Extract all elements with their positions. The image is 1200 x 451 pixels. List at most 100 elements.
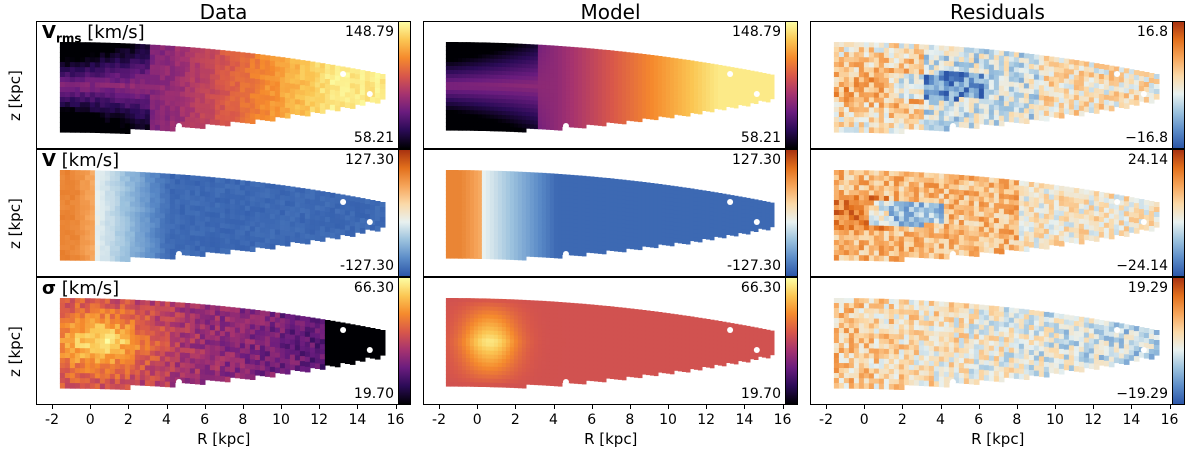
map-image <box>445 298 775 389</box>
colorbar <box>1172 278 1184 404</box>
x-tick-label: 10 <box>659 412 677 428</box>
x-tick-label: 0 <box>859 412 869 428</box>
x-tick-label: 0 <box>85 412 95 428</box>
map-image <box>59 298 386 390</box>
quantity-symbol: V <box>42 150 56 171</box>
x-tick-label: 14 <box>348 412 367 428</box>
map-image <box>59 170 386 262</box>
x-tick-mark <box>1131 404 1133 409</box>
x-tick-label: 2 <box>897 412 907 428</box>
map-image <box>445 42 775 133</box>
x-tick-mark <box>52 404 53 409</box>
map-panel-v-residuals: 24.14 −24.14 <box>810 149 1185 277</box>
x-tick-mark <box>782 404 784 409</box>
x-tick-label: 4 <box>549 412 558 428</box>
x-tick-label: -2 <box>819 412 833 428</box>
y-axis-label: z [kpc] <box>6 70 24 121</box>
colorbar <box>1172 150 1184 276</box>
x-tick-mark <box>706 404 708 409</box>
x-tick-mark <box>744 404 746 409</box>
colorbar-max-label: 127.30 <box>345 152 394 168</box>
x-tick-mark <box>978 404 980 409</box>
colorbar-max-label: 24.14 <box>1127 152 1168 168</box>
map-panel-sigma-model: 66.30 19.70 <box>423 277 798 405</box>
map-panel-vrms-data: Vrms [km/s] 148.79 58.21 <box>36 21 411 149</box>
colorbar <box>398 22 410 148</box>
x-tick-mark <box>90 404 92 409</box>
y-axis-label: z [kpc] <box>6 198 24 249</box>
x-tick-label: 10 <box>1046 412 1064 428</box>
map-panel-vrms-model: 148.79 58.21 <box>423 21 798 149</box>
quantity-symbol: V <box>42 22 56 43</box>
x-axis-label: R [kpc] <box>584 430 638 448</box>
x-tick-label: 2 <box>123 412 133 428</box>
colorbar-min-label: 58.21 <box>740 130 781 146</box>
quantity-symbol: σ <box>42 278 57 299</box>
map-image <box>833 170 1160 262</box>
x-tick-label: 12 <box>310 412 329 428</box>
x-tick-mark <box>515 404 517 409</box>
x-tick-mark <box>553 404 555 409</box>
colorbar-min-label: −16.8 <box>1125 130 1168 146</box>
x-tick-mark <box>242 404 244 409</box>
colorbar-max-label: 66.30 <box>353 280 394 296</box>
map-panel-v-model: 127.30 -127.30 <box>423 149 798 277</box>
x-axis-label: R [kpc] <box>197 430 251 448</box>
x-tick-mark <box>629 404 631 409</box>
x-tick-label: 10 <box>272 412 290 428</box>
colorbar-max-label: 16.8 <box>1136 24 1168 40</box>
y-axis-label: z [kpc] <box>6 326 24 377</box>
x-tick-label: 14 <box>1122 412 1141 428</box>
x-tick-label: 4 <box>936 412 945 428</box>
map-image <box>445 170 775 261</box>
x-tick-label: 12 <box>697 412 716 428</box>
x-tick-mark <box>826 404 827 409</box>
colorbar <box>785 150 797 276</box>
x-tick-mark <box>940 404 942 409</box>
colorbar-max-label: 19.29 <box>1127 280 1168 296</box>
x-tick-mark <box>1169 404 1171 409</box>
x-tick-label: 2 <box>510 412 520 428</box>
map-panel-v-data: V [km/s] 127.30 -127.30 <box>36 149 411 277</box>
colorbar-min-label: -127.30 <box>726 258 781 274</box>
colorbar-max-label: 127.30 <box>732 152 781 168</box>
x-tick-mark <box>1055 404 1057 409</box>
colorbar-min-label: 19.70 <box>740 386 781 402</box>
x-tick-label: 8 <box>238 412 248 428</box>
quantity-label: V [km/s] <box>42 150 119 171</box>
quantity-unit: [km/s] <box>56 278 120 299</box>
x-axis-label: R [kpc] <box>971 430 1025 448</box>
colorbar-min-label: -127.30 <box>339 258 394 274</box>
x-tick-label: 0 <box>472 412 482 428</box>
x-tick-mark <box>166 404 168 409</box>
colorbar-min-label: −24.14 <box>1116 258 1168 274</box>
map-image <box>833 298 1160 390</box>
x-tick-label: 6 <box>974 412 984 428</box>
x-tick-mark <box>128 404 130 409</box>
x-tick-label: 4 <box>162 412 171 428</box>
x-tick-mark <box>204 404 206 409</box>
quantity-unit: [km/s] <box>81 22 145 43</box>
colorbar-max-label: 148.79 <box>732 24 781 40</box>
x-tick-mark <box>1016 404 1018 409</box>
x-tick-label: 14 <box>735 412 754 428</box>
x-tick-mark <box>668 404 670 409</box>
x-tick-label: 16 <box>773 412 792 428</box>
colorbar-min-label: −19.29 <box>1116 386 1168 402</box>
colorbar <box>398 150 410 276</box>
quantity-label: Vrms [km/s] <box>42 22 145 46</box>
x-tick-mark <box>591 404 593 409</box>
x-tick-label: 16 <box>1160 412 1179 428</box>
colorbar <box>1172 22 1184 148</box>
x-tick-mark <box>902 404 904 409</box>
x-tick-label: 6 <box>200 412 210 428</box>
x-tick-mark <box>281 404 283 409</box>
map-panel-sigma-data: σ [km/s] 66.30 19.70 <box>36 277 411 405</box>
x-tick-label: 12 <box>1084 412 1103 428</box>
colorbar-min-label: 19.70 <box>353 386 394 402</box>
column-title-residuals: Residuals <box>950 0 1045 24</box>
map-panel-vrms-residuals: 16.8 −16.8 <box>810 21 1185 149</box>
colorbar <box>785 22 797 148</box>
x-tick-mark <box>357 404 359 409</box>
quantity-label: σ [km/s] <box>42 278 119 299</box>
